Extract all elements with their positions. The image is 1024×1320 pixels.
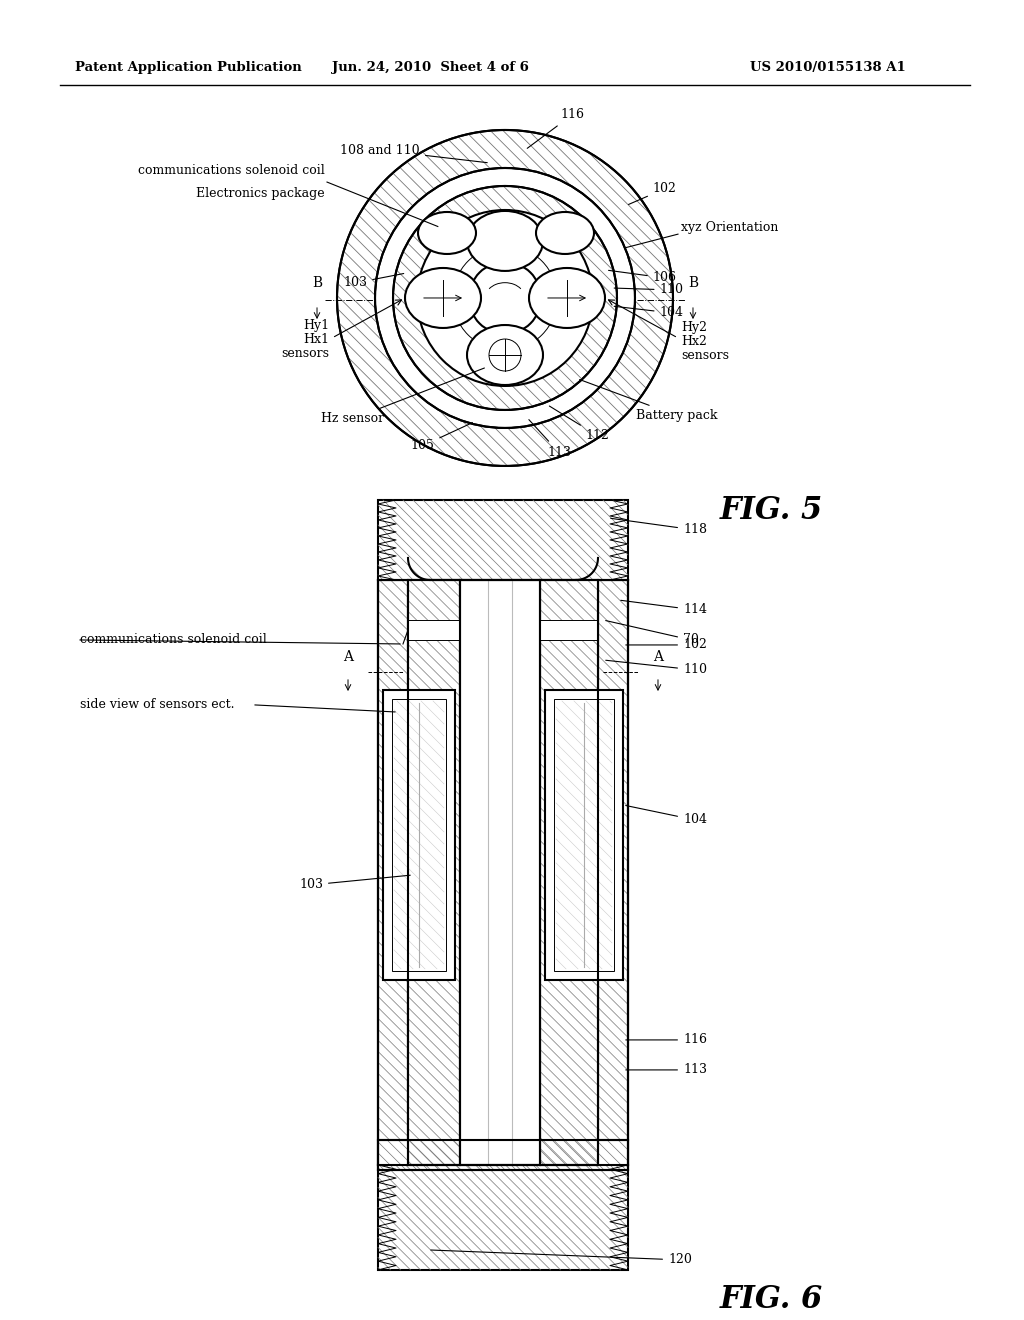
Bar	[378, 1166, 628, 1270]
Text: B: B	[688, 276, 698, 290]
Text: side view of sensors ect.: side view of sensors ect.	[80, 698, 234, 711]
Text: B: B	[312, 276, 323, 290]
Text: 110: 110	[606, 660, 707, 676]
Text: 113: 113	[626, 1064, 707, 1076]
Bar	[392, 700, 446, 972]
Text: xyz Orientation: xyz Orientation	[681, 220, 778, 234]
Text: 110: 110	[614, 284, 684, 297]
Text: 114: 114	[621, 601, 707, 616]
Text: 116: 116	[527, 108, 584, 148]
Ellipse shape	[418, 213, 476, 253]
Text: 112: 112	[549, 407, 609, 442]
Circle shape	[375, 168, 635, 428]
Bar	[408, 620, 460, 640]
Text: 105: 105	[411, 422, 472, 453]
Text: 108 and 110: 108 and 110	[340, 144, 487, 162]
Text: US 2010/0155138 A1: US 2010/0155138 A1	[750, 62, 906, 74]
Ellipse shape	[467, 325, 543, 385]
Text: 103: 103	[343, 273, 403, 289]
Bar	[378, 500, 628, 579]
Ellipse shape	[529, 268, 605, 327]
Text: Hz sensor: Hz sensor	[321, 368, 484, 425]
Text: A: A	[343, 649, 353, 664]
Text: Hy2: Hy2	[681, 322, 707, 334]
Bar	[383, 690, 455, 979]
Bar	[460, 579, 540, 1166]
Text: 106: 106	[608, 271, 677, 285]
Circle shape	[417, 210, 593, 385]
Text: Jun. 24, 2010  Sheet 4 of 6: Jun. 24, 2010 Sheet 4 of 6	[332, 62, 528, 74]
Bar	[554, 700, 614, 972]
Text: FIG. 5: FIG. 5	[720, 495, 823, 527]
Text: FIG. 6: FIG. 6	[720, 1284, 823, 1316]
Text: communications solenoid coil: communications solenoid coil	[80, 634, 267, 647]
Text: 120: 120	[431, 1250, 692, 1266]
Text: Hx1: Hx1	[303, 334, 329, 346]
Text: 102: 102	[626, 639, 707, 652]
Circle shape	[337, 129, 673, 466]
Text: Electronics package: Electronics package	[197, 187, 325, 201]
Text: 70: 70	[606, 620, 698, 647]
Text: 113: 113	[528, 420, 571, 459]
Text: Hy1: Hy1	[303, 319, 329, 333]
Bar	[378, 1140, 628, 1170]
Text: Battery pack: Battery pack	[580, 380, 718, 422]
Text: communications solenoid coil: communications solenoid coil	[138, 164, 325, 177]
Text: 103: 103	[299, 875, 411, 891]
Ellipse shape	[467, 211, 543, 271]
Text: 102: 102	[629, 182, 677, 205]
Text: Hx2: Hx2	[681, 335, 707, 348]
Text: 104: 104	[614, 306, 684, 319]
Text: Patent Application Publication: Patent Application Publication	[75, 62, 302, 74]
Circle shape	[469, 261, 541, 334]
Bar	[408, 579, 460, 1166]
Bar	[540, 620, 598, 640]
Bar	[545, 690, 623, 979]
Text: 104: 104	[626, 805, 707, 826]
Text: 116: 116	[626, 1034, 707, 1047]
Circle shape	[393, 186, 617, 411]
Ellipse shape	[406, 268, 481, 327]
Bar	[378, 579, 408, 1166]
Bar	[540, 579, 598, 1166]
Ellipse shape	[536, 213, 594, 253]
Text: sensors: sensors	[281, 347, 329, 360]
Text: A: A	[653, 649, 663, 664]
Text: sensors: sensors	[681, 350, 729, 363]
Bar	[598, 579, 628, 1166]
Text: 118: 118	[610, 519, 707, 536]
